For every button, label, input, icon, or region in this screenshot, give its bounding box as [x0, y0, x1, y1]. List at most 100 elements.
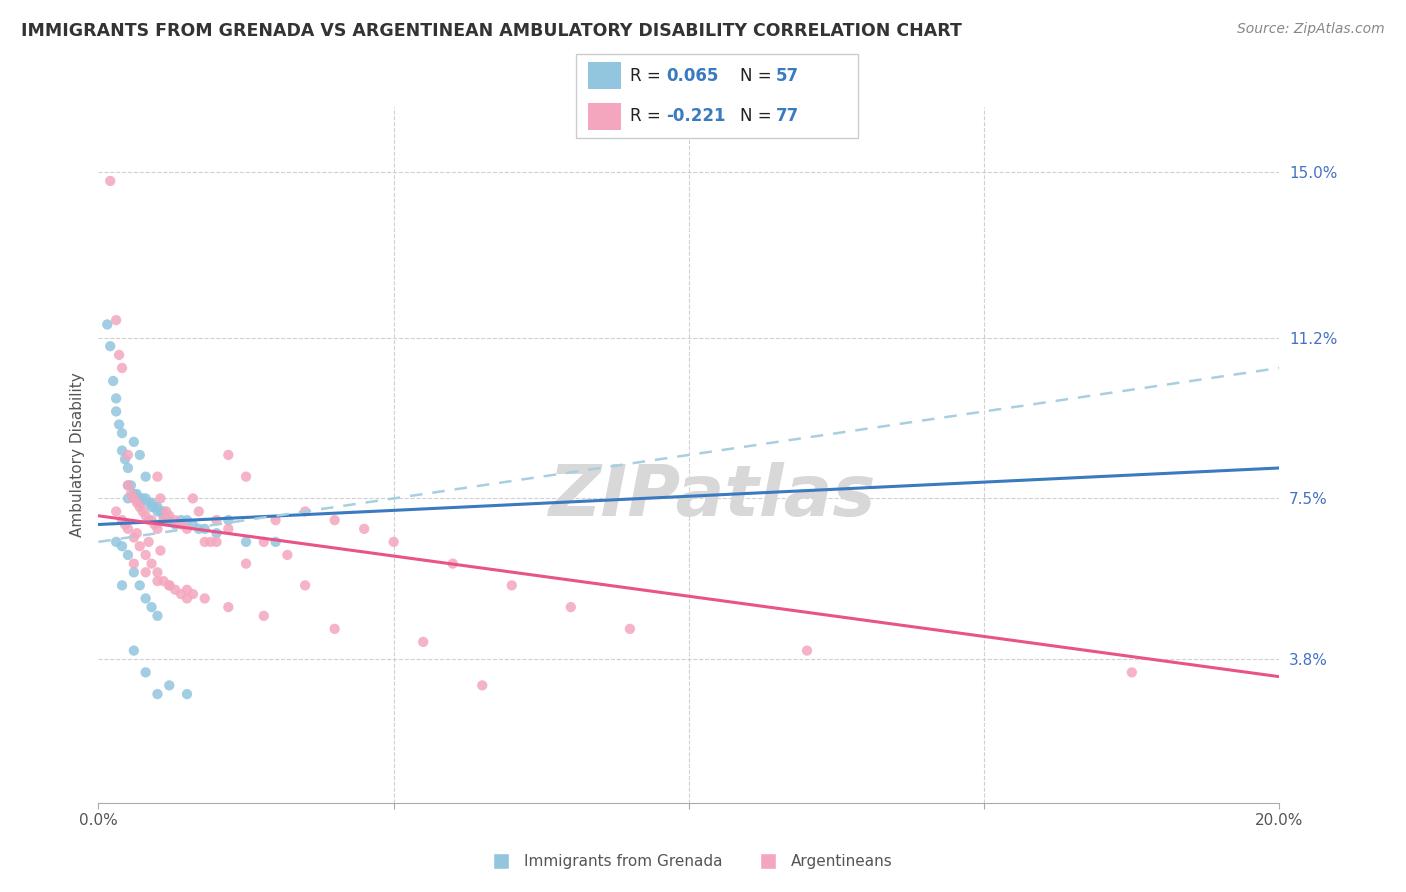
Point	[294, 504, 316, 518]
Point	[120, 478, 142, 492]
Text: R =: R =	[630, 67, 666, 85]
Point	[165, 582, 187, 597]
Point	[619, 622, 641, 636]
Point	[135, 548, 157, 562]
Point	[170, 513, 193, 527]
Point	[135, 508, 157, 523]
Point	[135, 491, 157, 506]
Point	[128, 491, 150, 506]
Point	[122, 557, 145, 571]
Point	[149, 491, 172, 506]
Text: 0.065: 0.065	[666, 67, 718, 85]
Text: N =: N =	[740, 67, 776, 85]
Point	[108, 417, 131, 432]
Point	[146, 469, 169, 483]
FancyBboxPatch shape	[576, 54, 858, 138]
Point	[235, 534, 257, 549]
Point	[155, 504, 177, 518]
Point	[152, 508, 174, 523]
Point	[141, 500, 163, 514]
Point	[125, 526, 148, 541]
Point	[146, 574, 169, 588]
Point	[441, 557, 464, 571]
Point	[111, 578, 134, 592]
Point	[114, 452, 136, 467]
Point	[187, 522, 209, 536]
Point	[181, 587, 204, 601]
Text: -0.221: -0.221	[666, 107, 725, 125]
Point	[187, 504, 209, 518]
Point	[146, 500, 169, 514]
Point	[117, 478, 139, 492]
Text: 57: 57	[776, 67, 799, 85]
Point	[135, 591, 157, 606]
Point	[125, 496, 148, 510]
Point	[132, 504, 155, 518]
Point	[120, 487, 142, 501]
Text: 77: 77	[776, 107, 800, 125]
Point	[128, 500, 150, 514]
Point	[117, 548, 139, 562]
Legend: Immigrants from Grenada, Argentineans: Immigrants from Grenada, Argentineans	[479, 848, 898, 875]
Point	[117, 478, 139, 492]
Point	[165, 513, 187, 527]
Point	[149, 504, 172, 518]
Point	[138, 513, 160, 527]
Point	[105, 313, 128, 327]
Point	[217, 600, 239, 615]
Point	[353, 522, 375, 536]
Point	[1121, 665, 1143, 680]
Point	[235, 469, 257, 483]
Text: IMMIGRANTS FROM GRENADA VS ARGENTINEAN AMBULATORY DISABILITY CORRELATION CHART: IMMIGRANTS FROM GRENADA VS ARGENTINEAN A…	[21, 22, 962, 40]
Point	[152, 513, 174, 527]
Point	[125, 487, 148, 501]
Point	[114, 517, 136, 532]
Point	[108, 348, 131, 362]
Point	[253, 534, 276, 549]
Y-axis label: Ambulatory Disability: Ambulatory Disability	[69, 373, 84, 537]
Point	[253, 608, 276, 623]
Text: N =: N =	[740, 107, 776, 125]
Point	[111, 361, 134, 376]
Point	[294, 578, 316, 592]
Point	[96, 318, 118, 332]
Point	[138, 534, 160, 549]
Point	[146, 522, 169, 536]
Point	[143, 517, 166, 532]
Point	[181, 491, 204, 506]
Point	[217, 513, 239, 527]
Point	[157, 578, 180, 592]
Point	[128, 496, 150, 510]
Point	[560, 600, 582, 615]
Point	[98, 339, 121, 353]
Point	[128, 448, 150, 462]
Point	[141, 557, 163, 571]
Point	[111, 539, 134, 553]
Point	[132, 491, 155, 506]
Point	[122, 491, 145, 506]
Point	[170, 517, 193, 532]
Point	[382, 534, 405, 549]
Point	[138, 496, 160, 510]
Bar	[588, 62, 621, 89]
Point	[176, 591, 198, 606]
Point	[155, 513, 177, 527]
Point	[122, 566, 145, 580]
Bar	[588, 103, 621, 130]
Point	[135, 665, 157, 680]
Point	[146, 608, 169, 623]
Point	[176, 522, 198, 536]
Point	[176, 687, 198, 701]
Point	[412, 635, 434, 649]
Point	[141, 496, 163, 510]
Point	[146, 566, 169, 580]
Text: Source: ZipAtlas.com: Source: ZipAtlas.com	[1237, 22, 1385, 37]
Point	[117, 491, 139, 506]
Point	[205, 526, 228, 541]
Point	[135, 469, 157, 483]
Point	[200, 534, 222, 549]
Point	[501, 578, 523, 592]
Point	[122, 531, 145, 545]
Point	[157, 508, 180, 523]
Point	[135, 566, 157, 580]
